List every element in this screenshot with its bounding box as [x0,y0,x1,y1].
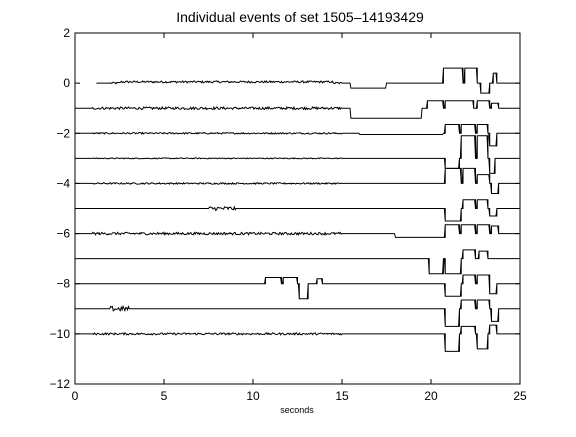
series-layer [75,67,520,352]
y-tick-label-4: −6 [56,227,70,241]
x-tick-label-5: 25 [513,389,527,403]
y-tick-label-6: −10 [50,327,71,341]
x-tick-label-4: 20 [424,389,438,403]
y-tick-label-7: −12 [50,377,71,391]
chart-title: Individual events of set 1505–14193429 [176,9,424,25]
y-tick-label-3: −4 [56,176,70,190]
x-tick-label-0: 0 [72,389,79,403]
series-line-3 [75,135,520,174]
y-tick-label-0: 2 [63,26,70,40]
series-line-1 [75,100,520,119]
x-tick-label-2: 10 [246,389,260,403]
series-line-8 [75,274,520,300]
series-line-9 [75,299,520,327]
series-line-5 [75,199,520,222]
x-axis-label: seconds [280,405,314,415]
series-line-0 [96,67,520,94]
series-line-2 [75,124,520,147]
y-tick-label-2: −2 [56,126,70,140]
series-line-4 [75,167,520,194]
series-line-6 [75,224,520,238]
series-line-10 [75,324,520,352]
x-tick-label-1: 5 [161,389,168,403]
y-tick-label-5: −8 [56,277,70,291]
series-line-7 [75,249,520,275]
x-tick-label-3: 15 [335,389,349,403]
y-tick-label-1: 0 [63,76,70,90]
axes-frame [74,32,521,385]
